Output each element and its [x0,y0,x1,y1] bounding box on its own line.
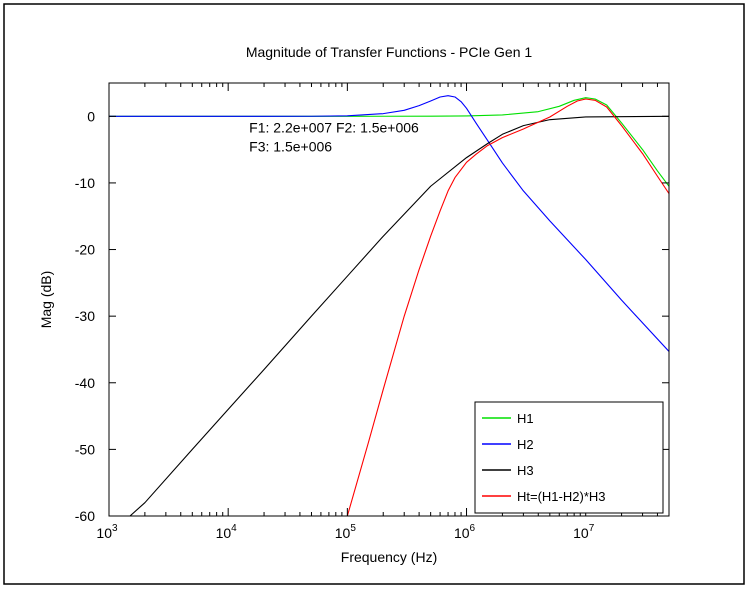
y-tick-label: -20 [75,242,95,258]
legend-label: H1 [517,411,534,426]
legend-label: Ht=(H1-H2)*H3 [517,489,606,504]
x-tick-label: 103 [96,523,118,541]
y-axis-label: Mag (dB) [38,271,54,329]
annotations: F1: 2.2e+007 F2: 1.5e+006 F3: 1.5e+006 [249,119,419,154]
legend: H1 H2 H3 Ht=(H1-H2)*H3 [474,401,664,514]
y-tick-label: -10 [75,175,95,191]
x-tick-label: 106 [454,523,476,541]
y-tick-label: -30 [75,308,95,324]
x-tick-label-base: 10 [335,525,351,541]
series-line-1 [109,97,669,187]
legend-label: H3 [517,463,534,478]
y-tick-label: -40 [75,375,95,391]
legend-label: H2 [517,437,534,452]
y-tick-label: -50 [75,441,95,457]
x-tick-label-exp: 3 [112,523,118,534]
x-tick-label: 105 [335,523,357,541]
legend-box [474,401,664,514]
x-tick-label-exp: 5 [350,523,356,534]
x-tick-label-exp: 4 [231,523,237,534]
x-tick-label-exp: 6 [470,523,476,534]
series-line-2 [109,95,669,352]
y-tick-label: -60 [75,508,95,524]
x-tick-label: 104 [216,523,238,541]
x-tick-label-base: 10 [216,525,232,541]
x-axis-label: Frequency (Hz) [341,549,437,565]
x-tick-label-exp: 7 [589,523,595,534]
x-tick-label-base: 10 [573,525,589,541]
series-line-4 [346,98,669,516]
chart-title: Magnitude of Transfer Functions - PCIe G… [246,44,533,60]
annotation-text: F1: 2.2e+007 F2: 1.5e+006 [249,119,419,135]
annotation-text: F3: 1.5e+006 [249,139,332,155]
x-tick-label-base: 10 [96,525,112,541]
x-tick-label-base: 10 [454,525,470,541]
y-tick-label: 0 [87,108,95,124]
x-tick-label: 107 [573,523,595,541]
plot-area [108,82,670,517]
series-layer [109,95,669,516]
